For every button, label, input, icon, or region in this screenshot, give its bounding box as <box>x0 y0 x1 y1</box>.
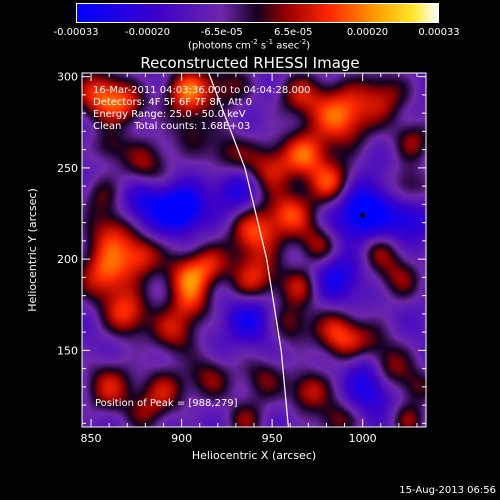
x-tick-label: 900 <box>171 432 192 445</box>
render-date: 15-Aug-2013 06:56 <box>399 485 496 496</box>
y-tick-label: 200 <box>57 253 78 266</box>
peak-position-label: Position of Peak = [988,279] <box>95 398 238 409</box>
annotation-line: Detectors: 4F 5F 6F 7F 8F, Att 0 <box>93 97 253 108</box>
x-tick-label: 950 <box>262 432 283 445</box>
y-tick-label: 300 <box>57 71 78 84</box>
y-tick-label: 250 <box>57 162 78 175</box>
x-tick-label: 850 <box>81 432 102 445</box>
y-tick-label: 150 <box>57 344 78 357</box>
colorbar-tick-label: 6.5e-05 <box>274 27 313 38</box>
colorbar-tick-label: -6.5e-05 <box>200 27 243 38</box>
peak-marker <box>360 212 366 218</box>
annotation-line: 16-Mar-2011 04:03:36.000 to 04:04:28.000 <box>93 85 311 96</box>
colorbar-tick-label: -0.00033 <box>53 27 99 38</box>
colorbar-tick-label: 0.00033 <box>418 27 460 38</box>
x-tick-label: 1000 <box>349 432 377 445</box>
y-axis-label: Heliocentric Y (arcsec) <box>26 188 39 312</box>
heatmap-image <box>82 73 426 427</box>
solar-limb-line <box>208 72 289 428</box>
colorbar-tick-label: -0.00020 <box>125 27 170 38</box>
annotation-line: Energy Range: 25.0 - 50.0 keV <box>93 109 246 120</box>
x-axis-label: Heliocentric X (arcsec) <box>192 449 316 462</box>
colorbar-tick-label: 0.00020 <box>346 27 389 38</box>
colorbar <box>76 3 439 23</box>
annotation-line: Clean Total counts: 1.68E+03 <box>93 121 251 132</box>
chart-title: Reconstructed RHESSI Image <box>140 54 360 72</box>
colorbar-unit: (photons cm-2 s-1 asec-2) <box>188 38 311 52</box>
